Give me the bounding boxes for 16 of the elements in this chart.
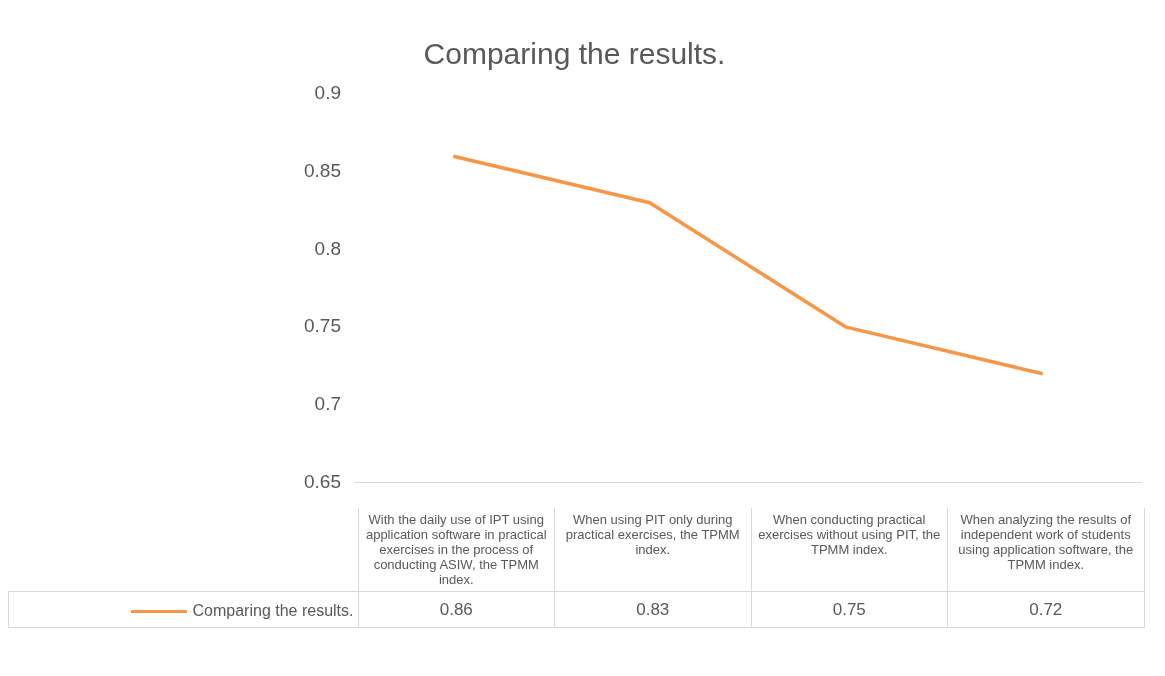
y-tick-label: 0.85 (304, 159, 341, 181)
y-tick-label: 0.7 (314, 393, 341, 415)
data-label: 0.75 (751, 591, 948, 628)
y-tick-label: 0.75 (304, 315, 341, 337)
x-tick-label: When conducting practical exercises without using PIT, the TPMM index. (751, 508, 948, 592)
chart-title: Comparing the results. (423, 37, 726, 71)
x-tick-label: With the daily use of IPT using application software in practical exercises in the process of conducting ASIW, the TPMM index. (358, 508, 555, 592)
y-tick-label: 0.9 (314, 82, 341, 104)
legend-label: Comparing the results. (192, 602, 354, 621)
y-tick-label: 0.65 (304, 470, 341, 492)
data-label: 0.83 (554, 591, 751, 628)
x-tick-label: When analyzing the results of independent work of students using application software, the TPMM index. (947, 508, 1144, 592)
y-tick-label: 0.8 (314, 237, 341, 259)
data-label: 0.86 (358, 591, 555, 628)
x-tick-label: When using PIT only during practical exercises, the TPMM index. (554, 508, 751, 592)
data-label: 0.72 (947, 591, 1144, 628)
